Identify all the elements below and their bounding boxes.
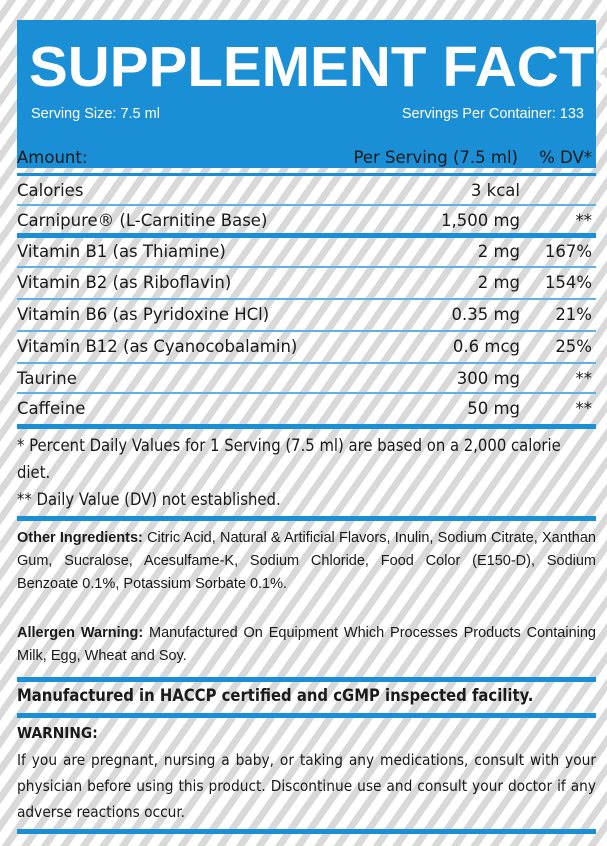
- nutrient-dv: **: [575, 399, 593, 418]
- row-divider: [17, 298, 596, 300]
- serving-size: Serving Size: 7.5 ml: [31, 106, 160, 122]
- nutrient-name: Carnipure® (L-Carnitine Base): [17, 211, 268, 230]
- table-row: Vitamin B12 (as Cyanocobalamin) 0.6 mcg 25…: [17, 331, 596, 362]
- nutrient-name: Taurine: [17, 369, 77, 388]
- other-ingredients: Other Ingredients: Citric Acid, Natural …: [17, 527, 596, 596]
- table-row: Calories 3 kcal: [17, 175, 596, 206]
- facility-statement: Manufactured in HACCP certified and cGMP…: [17, 686, 534, 705]
- row-divider: [17, 204, 596, 206]
- divider: [17, 713, 596, 718]
- table-row: Vitamin B2 (as Riboflavin) 2 mg 154%: [17, 267, 596, 298]
- page-title: SUPPLEMENT FACTS: [29, 35, 607, 99]
- table-row: Taurine 300 mg **: [17, 363, 596, 394]
- divider: [17, 829, 596, 834]
- row-divider: [17, 362, 596, 364]
- warning-label: WARNING:: [17, 724, 98, 742]
- row-divider: [17, 330, 596, 332]
- nutrient-dv: 25%: [555, 337, 592, 356]
- nutrient-name: Vitamin B12 (as Cyanocobalamin): [17, 337, 298, 356]
- servings-per-container: Servings Per Container: 133: [401, 106, 584, 122]
- row-divider: [17, 392, 596, 394]
- divider: [17, 173, 596, 176]
- divider: [17, 516, 596, 521]
- table-row: Vitamin B6 (as Pyridoxine HCl) 0.35 mg 21%: [17, 299, 596, 330]
- nutrient-dv: **: [575, 369, 593, 388]
- supplement-facts-header: SUPPLEMENT FACTS Serving Size: 7.5 ml Se…: [17, 20, 607, 168]
- nutrient-amount: 1,500 mg: [440, 211, 520, 230]
- allergen-label: Allergen Warning:: [17, 625, 144, 641]
- other-ingredients-label: Other Ingredients:: [17, 530, 143, 546]
- nutrient-name: Vitamin B6 (as Pyridoxine HCl): [17, 305, 270, 324]
- nutrient-name: Vitamin B2 (as Riboflavin): [17, 273, 232, 292]
- table-header: Amount: Per Serving (7.5 ml) % DV*: [17, 142, 596, 173]
- row-divider: [17, 266, 596, 268]
- header-per-serving: Per Serving (7.5 ml): [353, 148, 519, 167]
- table-row: Caffeine 50 mg **: [17, 393, 596, 424]
- nutrient-name: Vitamin B1 (as Thiamine): [17, 242, 226, 261]
- divider: [17, 677, 596, 682]
- nutrient-amount: 50 mg: [467, 399, 520, 418]
- nutrient-amount: 2 mg: [477, 242, 520, 261]
- footnote-not-established: ** Daily Value (DV) not established.: [17, 490, 281, 509]
- header-amount: Amount:: [17, 148, 88, 167]
- nutrient-amount: 0.6 mcg: [452, 337, 520, 356]
- other-ingredients-text: Citric Acid, Natural & Artificial Flavor…: [17, 530, 596, 592]
- allergen-warning: Allergen Warning: Manufactured On Equipm…: [17, 622, 596, 668]
- nutrient-dv: **: [575, 211, 593, 230]
- allergen-text: Manufactured On Equipment Which Processe…: [17, 625, 596, 664]
- nutrient-amount: 3 kcal: [470, 181, 520, 200]
- nutrient-amount: 0.35 mg: [451, 305, 520, 324]
- row-divider: [17, 233, 596, 238]
- nutrient-amount: 300 mg: [456, 369, 520, 388]
- nutrient-name: Caffeine: [17, 399, 86, 418]
- divider: [17, 424, 596, 429]
- nutrient-dv: 154%: [544, 273, 592, 292]
- table-row: Vitamin B1 (as Thiamine) 2 mg 167%: [17, 236, 596, 267]
- header-dv: % DV*: [539, 148, 592, 167]
- warning-text: If you are pregnant, nursing a baby, or …: [17, 751, 596, 821]
- nutrient-amount: 2 mg: [477, 273, 520, 292]
- nutrient-name: Calories: [17, 181, 84, 200]
- nutrient-dv: 167%: [544, 242, 592, 261]
- footnote-dv: * Percent Daily Values for 1 Serving (7.…: [17, 436, 561, 482]
- table-row: Carnipure® (L-Carnitine Base) 1,500 mg **: [17, 205, 596, 236]
- nutrient-dv: 21%: [555, 305, 592, 324]
